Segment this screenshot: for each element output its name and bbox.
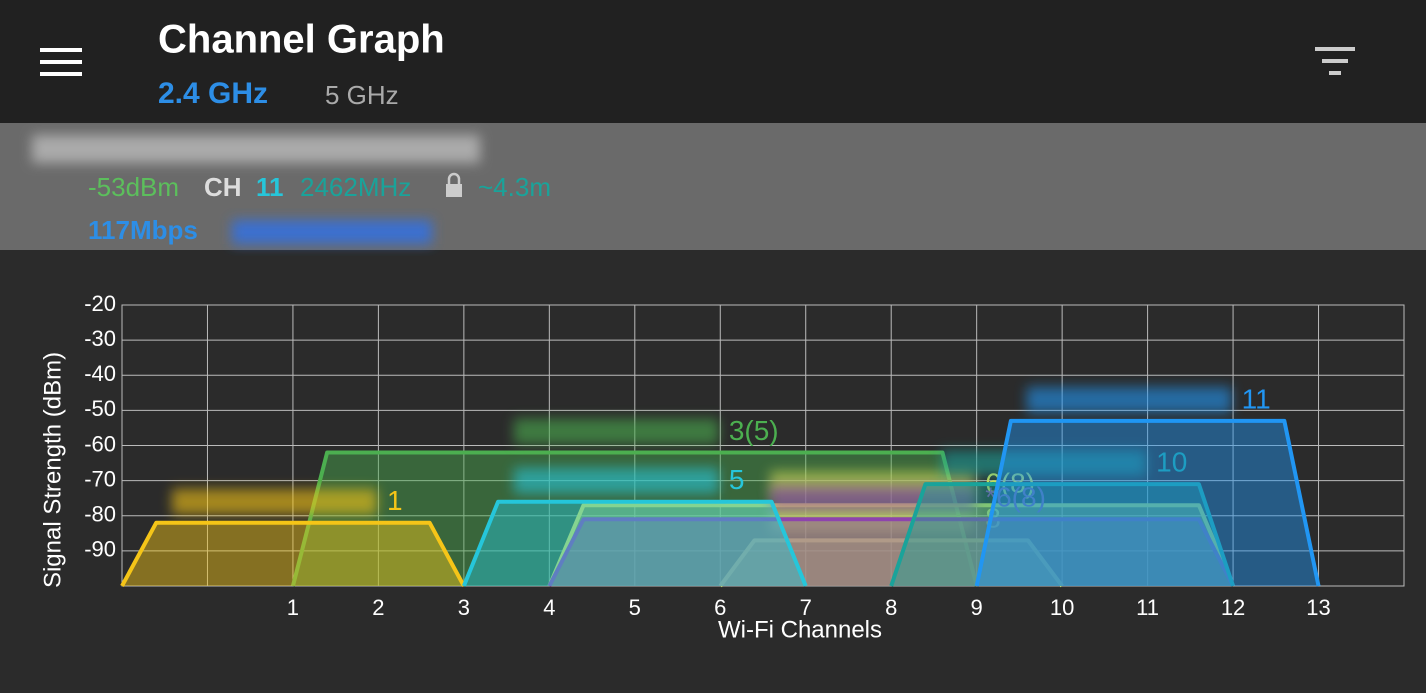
x-tick-label: 7 <box>800 595 812 620</box>
top-bar <box>0 0 1426 123</box>
x-tick-label: 6 <box>714 595 726 620</box>
network-signal <box>462 499 808 587</box>
blurred-mac <box>232 220 432 244</box>
x-tick-label: 8 <box>885 595 897 620</box>
x-tick-label: 11 <box>1136 595 1159 620</box>
blurred-ssid <box>770 485 976 512</box>
y-tick-label: -80 <box>84 502 116 527</box>
distance: ~4.3m <box>478 172 551 202</box>
filter-button[interactable] <box>1315 47 1355 75</box>
y-tick-label: -90 <box>84 537 116 562</box>
y-tick-label: -20 <box>84 291 116 316</box>
plot: -20-30-40-50-60-70-80-901 2 3 4 5 6 7 8 9 10 11 12 1… <box>39 291 1405 643</box>
speed: 117Mbps <box>88 215 198 245</box>
network-signal <box>718 538 1064 588</box>
lock-icon <box>446 172 462 197</box>
network-label: 11 <box>1242 383 1271 414</box>
y-tick-label: -50 <box>84 396 116 421</box>
network-signal <box>547 517 1235 587</box>
blurred-ssid <box>941 450 1147 477</box>
x-axis-title: Wi-Fi Channels <box>718 616 882 643</box>
y-tick-label: -40 <box>84 361 116 386</box>
blurred-ssid <box>1026 386 1232 413</box>
blurred-ssid <box>32 135 480 163</box>
x-tick-label: 1 <box>287 595 299 620</box>
network-label: 10 <box>1156 447 1187 478</box>
y-tick-label: -70 <box>84 466 116 491</box>
x-tick-label: 9 <box>971 595 983 620</box>
ch-label: CH <box>204 172 242 202</box>
network-label: 5 <box>729 464 745 495</box>
frequency: 2462MHz <box>300 172 411 202</box>
y-axis-title: Signal Strength (dBm) <box>39 352 66 588</box>
blurred-ssid <box>171 488 377 515</box>
x-tick-label: 10 <box>1050 595 1074 620</box>
x-tick-label: 4 <box>543 595 555 620</box>
tab[interactable]: 5 GHz <box>325 80 399 110</box>
channel: 11 <box>256 172 284 202</box>
network-signal <box>974 418 1321 587</box>
tab[interactable]: 2.4 GHz <box>158 77 268 110</box>
x-tick-label: 12 <box>1221 595 1245 620</box>
network-signal <box>889 482 1235 587</box>
y-tick-label: -60 <box>84 431 116 456</box>
x-tick-label: 5 <box>629 595 641 620</box>
blurred-ssid <box>513 418 719 445</box>
blurred-ssid <box>513 467 719 494</box>
network-label: 3(5) <box>729 415 779 446</box>
x-tick-label: 3 <box>458 595 470 620</box>
network-label: 1 <box>387 485 403 516</box>
menu-button[interactable] <box>40 48 82 76</box>
app-title: Channel Graph <box>158 18 445 62</box>
x-tick-label: 2 <box>372 595 384 620</box>
network-signal <box>120 520 466 587</box>
signal: -53dBm <box>88 172 179 202</box>
x-tick-label: 13 <box>1306 595 1330 620</box>
y-tick-label: -30 <box>84 326 116 351</box>
